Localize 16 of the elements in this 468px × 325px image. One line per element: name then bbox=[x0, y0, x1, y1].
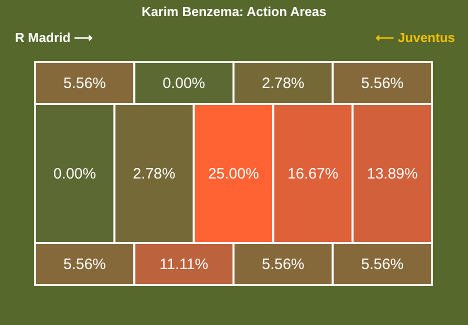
data-label: 5.56% bbox=[361, 75, 404, 92]
data-label: 0.00% bbox=[53, 166, 96, 182]
text: ⟵ Juventus bbox=[375, 30, 455, 45]
text: R Madrid ⟶ bbox=[15, 30, 94, 45]
data-label: 2.78% bbox=[262, 75, 304, 92]
data-label: 2.78% bbox=[132, 166, 176, 182]
data-label: 11.11% bbox=[160, 256, 208, 273]
data-label: 25.00% bbox=[208, 166, 259, 182]
data-label: 16.67% bbox=[287, 166, 338, 182]
data-label: 5.56% bbox=[262, 256, 304, 273]
data-label: 5.56% bbox=[63, 75, 106, 92]
data-label: 13.89% bbox=[366, 166, 418, 182]
data-label: 0.00% bbox=[162, 75, 206, 92]
text: Karim Benzema: Action Areas bbox=[142, 4, 326, 19]
data-label: 5.56% bbox=[63, 256, 106, 273]
data-label: 5.56% bbox=[361, 256, 404, 273]
